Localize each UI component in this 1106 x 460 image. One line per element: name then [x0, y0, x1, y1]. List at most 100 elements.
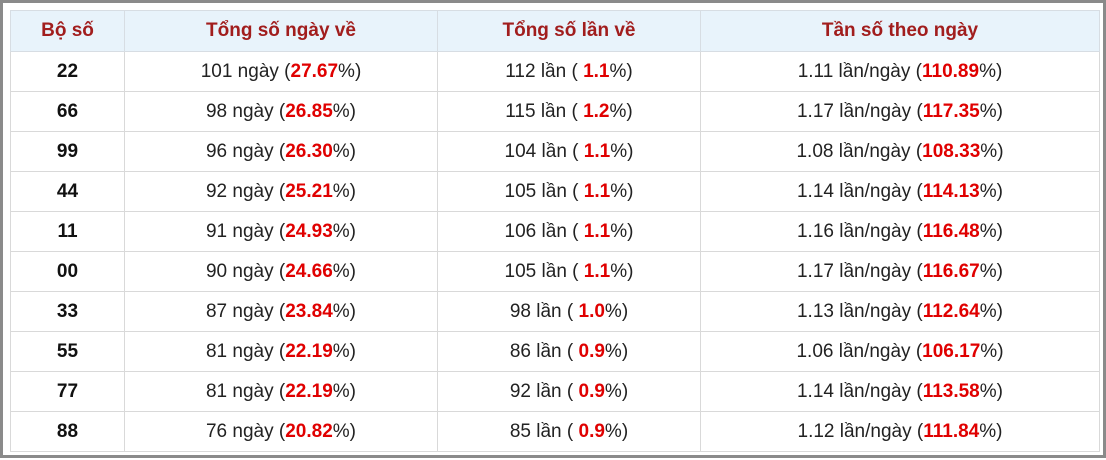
- highlight-value: 24.93: [285, 220, 333, 242]
- highlight-value: 1.2: [583, 100, 610, 122]
- cell-text: %): [980, 340, 1004, 362]
- cell-text: %): [979, 300, 1003, 322]
- table-cell: 98 lần ( 1.0%): [437, 291, 701, 332]
- cell-text: 11: [57, 220, 78, 242]
- cell-text: 77: [56, 380, 79, 402]
- header-cell: Tổng số lần về: [437, 10, 701, 52]
- cell-text: %): [332, 340, 356, 362]
- cell-text: %): [980, 140, 1004, 162]
- highlight-value: 108.33: [922, 140, 981, 162]
- table-cell: 87 ngày (23.84%): [124, 291, 438, 332]
- highlight-value: 116.67: [922, 260, 980, 282]
- table-cell: 92 ngày (25.21%): [124, 171, 438, 212]
- highlight-value: 24.66: [285, 260, 333, 282]
- table-row: 33 87 ngày (23.84%) 98 lần ( 1.0%) 1.13 lần…: [10, 291, 1100, 332]
- table-cell: 1.17 lần/ngày (117.35%): [700, 91, 1100, 132]
- cell-text: 1.14 lần/ngày (: [796, 380, 923, 402]
- table-cell: 55: [10, 331, 125, 372]
- cell-text: 1.08 lần/ngày (: [796, 140, 923, 162]
- table-cell: 1.14 lần/ngày (114.13%): [700, 171, 1100, 212]
- cell-text: 91 ngày (: [205, 220, 286, 242]
- table-cell: 92 lần ( 0.9%): [437, 371, 701, 412]
- cell-text: %): [604, 340, 629, 362]
- table-cell: 1.17 lần/ngày (116.67%): [700, 251, 1100, 292]
- highlight-value: 26.30: [285, 140, 333, 162]
- table-cell: 44: [10, 171, 125, 212]
- cell-text: 86 lần (: [509, 340, 579, 362]
- highlight-value: 116.48: [922, 220, 980, 242]
- highlight-value: 20.82: [285, 420, 333, 442]
- table-cell: 112 lần ( 1.1%): [437, 51, 701, 92]
- cell-text: 115 lần (: [505, 100, 584, 122]
- cell-text: %): [979, 220, 1003, 242]
- cell-text: 1.11 lần/ngày (: [797, 60, 922, 82]
- highlight-value: 1.1: [583, 180, 611, 202]
- cell-text: 99: [56, 140, 79, 162]
- stats-table: Bộ số Tổng số ngày về Tổng số lần về Tần số…: [10, 10, 1100, 452]
- cell-text: %): [610, 220, 634, 242]
- table-row: 66 98 ngày (26.85%) 115 lần ( 1.2%) 1.17 lầ…: [10, 91, 1100, 132]
- cell-text: 112 lần (: [505, 60, 584, 82]
- cell-text: 00: [56, 260, 79, 282]
- cell-text: %): [609, 60, 633, 82]
- table-cell: 1.12 lần/ngày (111.84%): [700, 411, 1100, 452]
- cell-text: 105 lần (: [504, 180, 584, 202]
- table-cell: 1.06 lần/ngày (106.17%): [700, 331, 1100, 372]
- table-row: 44 92 ngày (25.21%) 105 lần ( 1.1%) 1.14 lầ…: [10, 171, 1100, 212]
- table-cell: 1.14 lần/ngày (113.58%): [700, 371, 1100, 412]
- cell-text: 81 ngày (: [205, 380, 286, 402]
- cell-text: %): [979, 60, 1003, 82]
- table-cell: 66: [10, 91, 125, 132]
- header-row: Bộ số Tổng số ngày về Tổng số lần về Tần số…: [10, 10, 1100, 52]
- cell-text: 44: [56, 180, 79, 202]
- highlight-value: 1.1: [583, 220, 611, 242]
- table-cell: 91 ngày (24.93%): [124, 211, 438, 252]
- highlight-value: 1.0: [578, 300, 605, 322]
- table-cell: 90 ngày (24.66%): [124, 251, 438, 292]
- highlight-value: 1.1: [583, 260, 611, 282]
- cell-text: 88: [56, 420, 79, 442]
- highlight-value: 0.9: [578, 340, 605, 362]
- table-cell: 00: [10, 251, 125, 292]
- highlight-value: 0.9: [578, 380, 605, 402]
- table-cell: 33: [10, 291, 125, 332]
- table-cell: 106 lần ( 1.1%): [437, 211, 701, 252]
- highlight-value: 106.17: [922, 340, 981, 362]
- table-cell: 99: [10, 131, 125, 172]
- highlight-value: 1.1: [583, 60, 610, 82]
- cell-text: 101 ngày (: [200, 60, 291, 82]
- cell-text: %): [332, 260, 356, 282]
- table-row: 00 90 ngày (24.66%) 105 lần ( 1.1%) 1.17 lầ…: [10, 251, 1100, 292]
- highlight-value: 114.13: [922, 180, 980, 202]
- cell-text: %): [332, 420, 356, 442]
- header-cell: Bộ số: [10, 10, 125, 52]
- cell-text: %): [979, 380, 1003, 402]
- cell-text: 92 ngày (: [205, 180, 286, 202]
- table-cell: 22: [10, 51, 125, 92]
- table-cell: 98 ngày (26.85%): [124, 91, 438, 132]
- cell-text: %): [979, 420, 1003, 442]
- table-cell: 88: [10, 411, 125, 452]
- cell-text: %): [979, 180, 1003, 202]
- cell-text: %): [604, 300, 629, 322]
- table-cell: 96 ngày (26.30%): [124, 131, 438, 172]
- cell-text: 106 lần (: [504, 220, 584, 242]
- table-cell: 1.08 lần/ngày (108.33%): [700, 131, 1100, 172]
- cell-text: %): [332, 140, 356, 162]
- cell-text: 1.12 lần/ngày (: [797, 420, 924, 442]
- table-row: 77 81 ngày (22.19%) 92 lần ( 0.9%) 1.14 lần…: [10, 371, 1100, 412]
- table-row: 99 96 ngày (26.30%) 104 lần ( 1.1%) 1.08 lầ…: [10, 131, 1100, 172]
- cell-text: 96 ngày (: [205, 140, 286, 162]
- highlight-value: 22.19: [285, 380, 333, 402]
- cell-text: %): [979, 260, 1003, 282]
- cell-text: %): [609, 100, 633, 122]
- highlight-value: 22.19: [285, 340, 333, 362]
- table-cell: 101 ngày (27.67%): [124, 51, 438, 92]
- cell-text: 92 lần (: [509, 380, 579, 402]
- table-row: 55 81 ngày (22.19%) 86 lần ( 0.9%) 1.06 lần…: [10, 331, 1100, 372]
- table-cell: 76 ngày (20.82%): [124, 411, 438, 452]
- table-cell: 81 ngày (22.19%): [124, 371, 438, 412]
- cell-text: %): [332, 380, 356, 402]
- table-row: 11 91 ngày (24.93%) 106 lần ( 1.1%) 1.16 lầ…: [10, 211, 1100, 252]
- table-body: 22 101 ngày (27.67%) 112 lần ( 1.1%) 1.11 l…: [10, 51, 1100, 452]
